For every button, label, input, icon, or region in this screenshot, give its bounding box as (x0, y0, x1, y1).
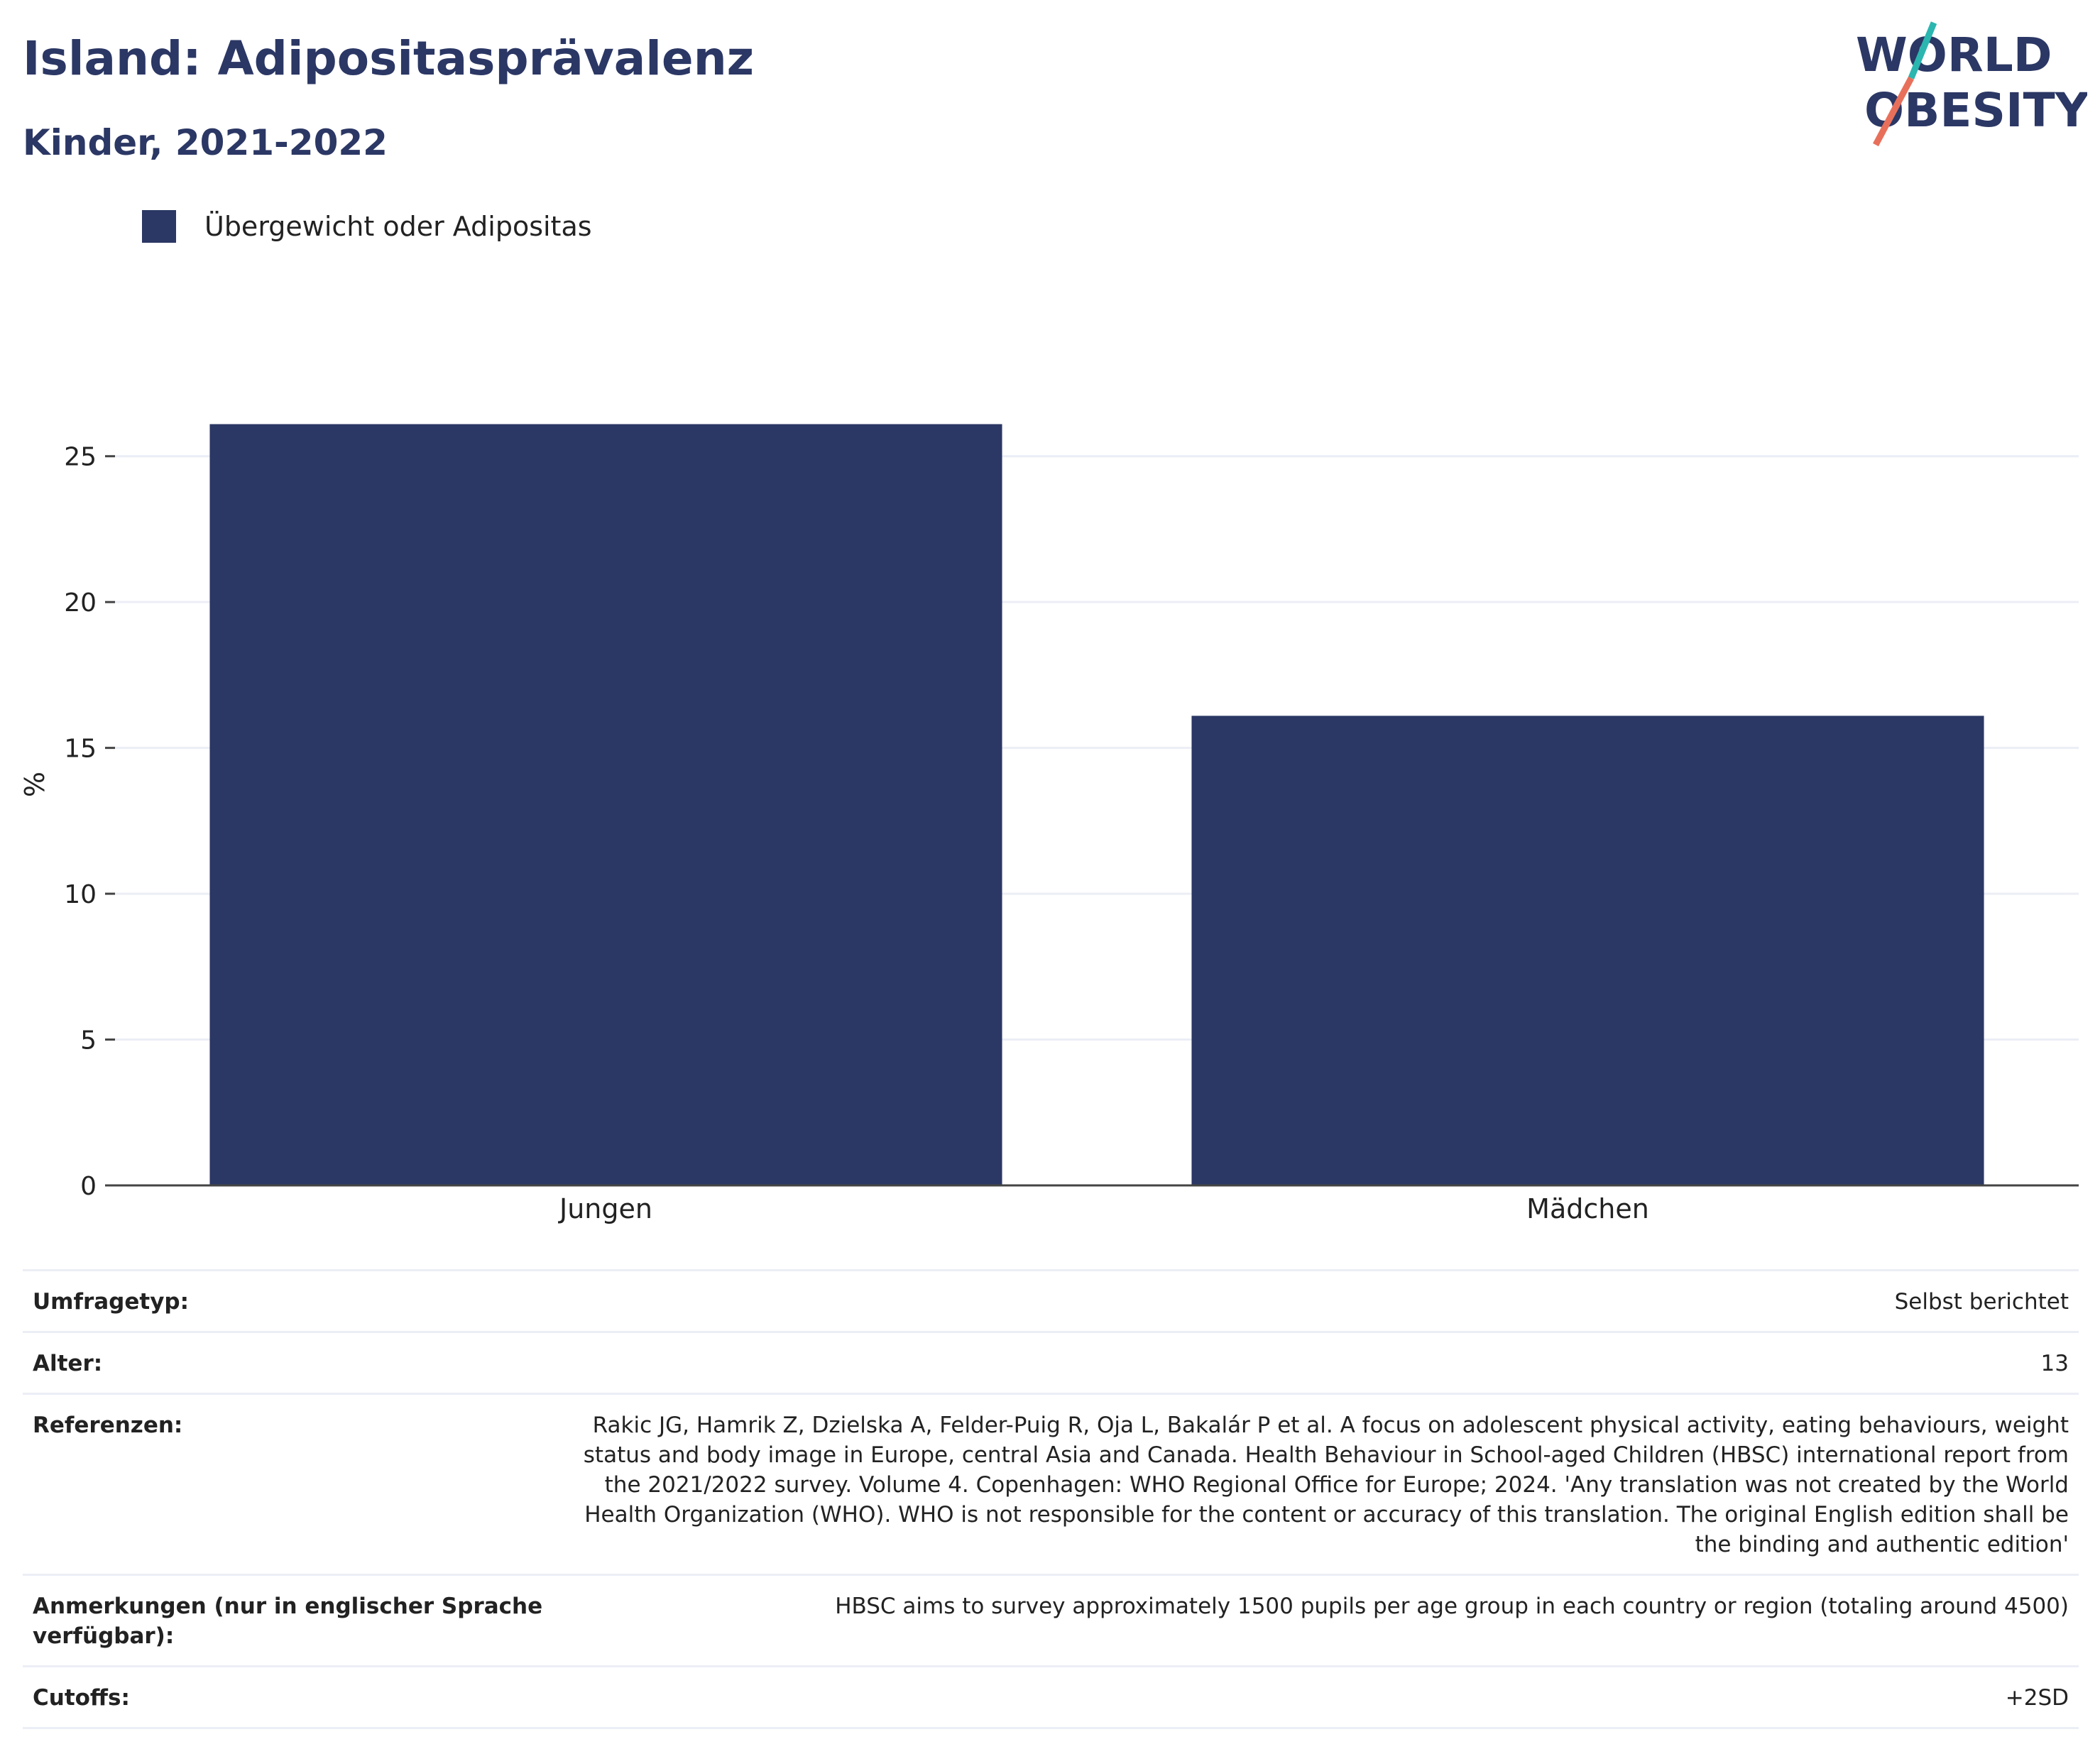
logo-line1: WORLD (1856, 28, 2052, 82)
metadata-row: Alter: 13 (23, 1331, 2079, 1393)
y-tick-label: 5 (80, 1026, 97, 1056)
metadata-value: HBSC aims to survey approximately 1500 p… (835, 1594, 2069, 1619)
legend-swatch (142, 210, 176, 243)
world-obesity-logo: WORLD OBESITY (1856, 21, 2087, 147)
bar-mädchen (1191, 716, 1984, 1185)
metadata-value: Rakic JG, Hamrik Z, Dzielska A, Felder-P… (583, 1413, 2069, 1557)
y-tick-label: 10 (64, 880, 97, 909)
legend: Übergewicht oder Adipositas (142, 210, 592, 243)
metadata-row: Referenzen: Rakic JG, Hamrik Z, Dzielska … (23, 1393, 2079, 1574)
metadata-label: Umfragetyp: (33, 1289, 189, 1315)
x-tick-label: Mädchen (1526, 1193, 1649, 1224)
metadata-label: Anmerkungen (nur in englischer Sprache v… (33, 1594, 543, 1649)
legend-label: Übergewicht oder Adipositas (204, 211, 592, 242)
y-tick-label: 25 (64, 443, 97, 472)
chart-subtitle: Kinder, 2021-2022 (23, 122, 388, 163)
metadata-row: Umfragetyp: Selbst berichtet (23, 1269, 2079, 1331)
metadata-row: Cutoffs: +2SD (23, 1665, 2079, 1729)
metadata-value: 13 (2040, 1351, 2069, 1376)
metadata-row: Anmerkungen (nur in englischer Sprache v… (23, 1574, 2079, 1665)
metadata-value: Selbst berichtet (1894, 1289, 2069, 1315)
logo-line2: OBESITY (1864, 83, 2087, 138)
bar-chart: 0 5 10 15 20 25 Jungen Mädchen % (19, 424, 2079, 1224)
metadata-label: Referenzen: (33, 1413, 183, 1438)
chart-title: Island: Adipositasprävalenz (23, 31, 755, 86)
y-tick-label: 15 (64, 735, 97, 764)
y-tick-label: 0 (80, 1172, 97, 1201)
y-ticks: 0 5 10 15 20 25 (64, 443, 115, 1201)
x-ticks: Jungen Mädchen (558, 1193, 1649, 1224)
bar-jungen (209, 424, 1002, 1185)
metadata-value: +2SD (2005, 1685, 2069, 1711)
x-tick-label: Jungen (558, 1193, 652, 1224)
y-tick-label: 20 (64, 588, 97, 618)
y-axis-label: % (19, 772, 50, 797)
metadata-label: Alter: (33, 1351, 103, 1376)
metadata-table: Umfragetyp: Selbst berichtet Alter: 13 Refer… (23, 1269, 2079, 1729)
bars (209, 424, 1984, 1185)
metadata-label: Cutoffs: (33, 1685, 130, 1711)
